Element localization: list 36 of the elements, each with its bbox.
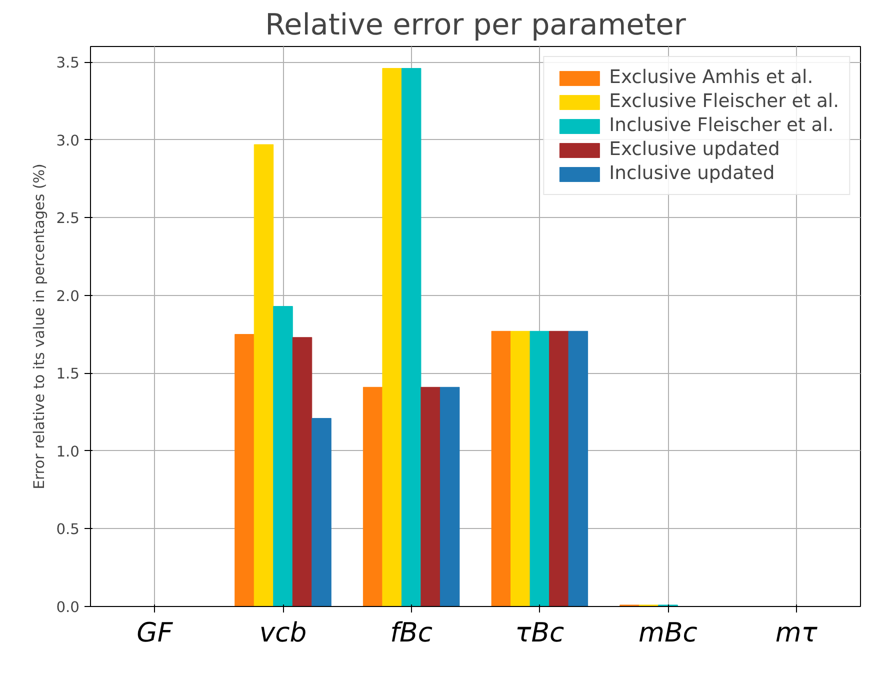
y-tick-label: 2.5 <box>56 210 80 228</box>
x-tick-label: GF <box>136 618 174 648</box>
bar <box>530 330 550 606</box>
y-tick-label: 2.0 <box>56 288 80 305</box>
y-axis-title: Error relative to its value in percentages (%) <box>31 164 48 490</box>
legend-label: Exclusive updated <box>609 139 780 160</box>
bar <box>273 306 293 606</box>
bar <box>549 330 569 606</box>
bar <box>440 386 460 606</box>
bar <box>568 330 588 606</box>
y-tick-label: 0.5 <box>56 521 80 538</box>
y-tick-label: 1.0 <box>56 443 80 460</box>
bar <box>420 386 440 606</box>
legend-label: Inclusive updated <box>609 163 775 184</box>
chart-title: Relative error per parameter <box>265 8 687 42</box>
y-tick-label: 0.0 <box>56 599 80 616</box>
x-tick-label: vcb <box>259 618 307 648</box>
y-tick-label: 3.5 <box>56 54 80 72</box>
legend-label: Inclusive Fleischer et al. <box>609 115 834 136</box>
x-tick-label: fBc <box>390 618 433 648</box>
bar <box>292 337 312 606</box>
bar <box>510 330 530 606</box>
bar <box>254 144 274 606</box>
bar <box>382 68 402 606</box>
bar <box>312 418 332 606</box>
x-tick-label: τBc <box>515 618 565 648</box>
legend-label: Exclusive Fleischer et al. <box>609 91 839 112</box>
x-tick-label: mBc <box>638 618 698 648</box>
bar <box>401 68 422 606</box>
x-tick-label: mτ <box>775 618 818 648</box>
y-tick-label: 1.5 <box>56 366 80 383</box>
y-tick-label: 3.0 <box>56 132 80 150</box>
bar <box>362 386 383 606</box>
legend-label: Exclusive Amhis et al. <box>609 67 814 88</box>
bar <box>234 334 254 606</box>
bar <box>491 330 512 606</box>
